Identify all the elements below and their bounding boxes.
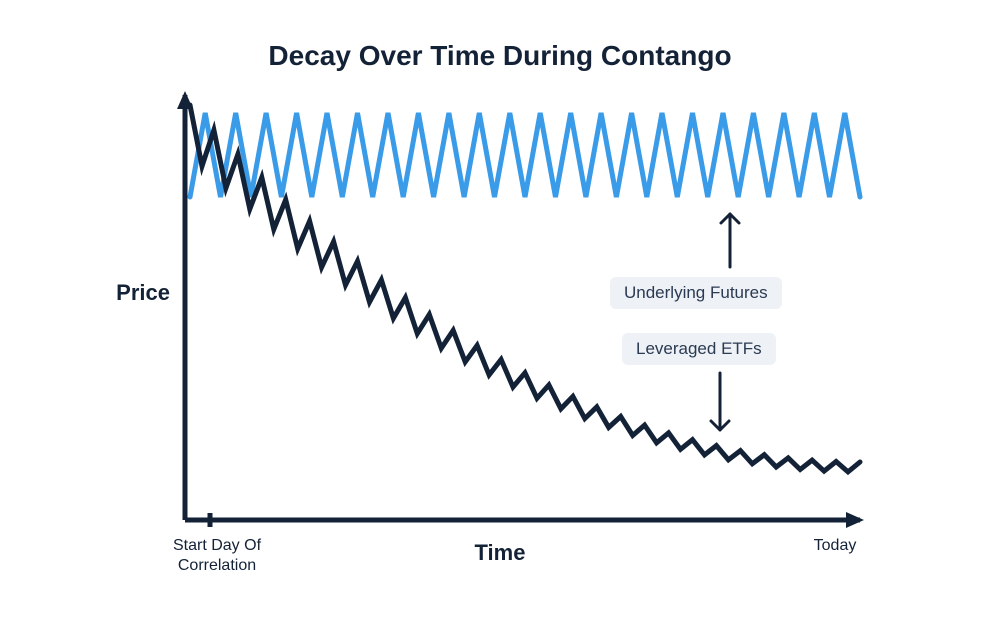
chart-svg xyxy=(0,0,1000,632)
series-underlying-futures xyxy=(190,113,860,197)
chart-root: Decay Over Time During Contango Price Ti… xyxy=(0,0,1000,632)
arrow-underlying xyxy=(721,214,739,267)
arrow-leveraged xyxy=(711,373,729,430)
